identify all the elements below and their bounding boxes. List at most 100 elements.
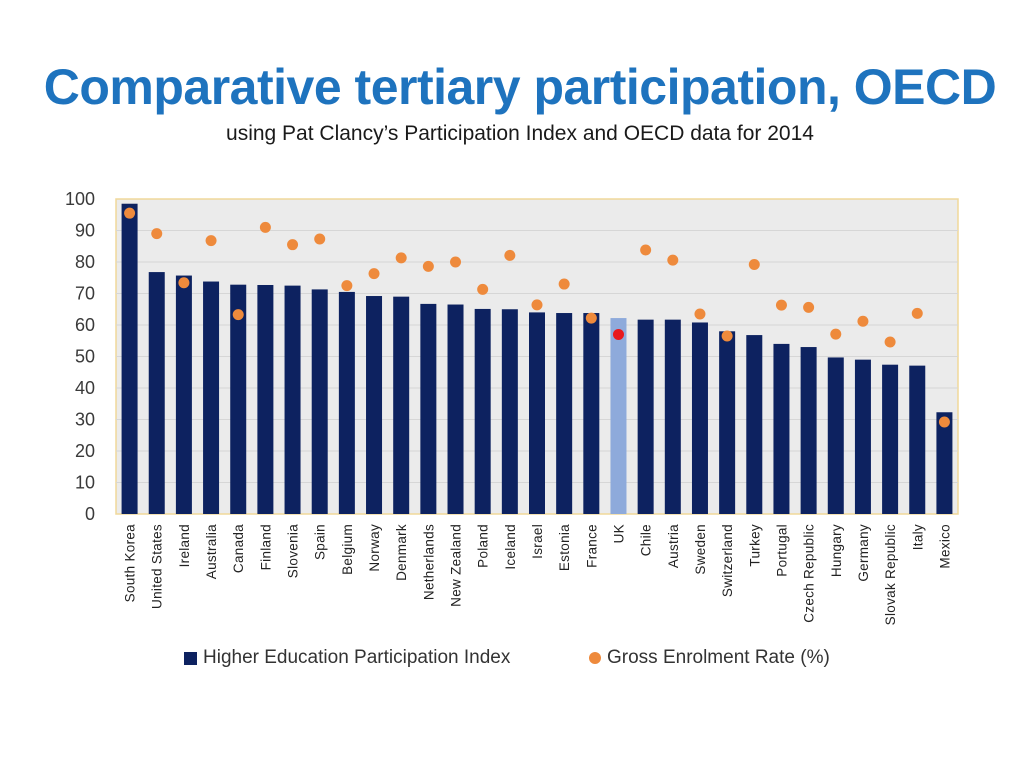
point-austria bbox=[667, 254, 679, 266]
point-finland bbox=[259, 221, 271, 233]
point-estonia bbox=[558, 278, 570, 290]
point-canada bbox=[232, 309, 244, 321]
bar-germany bbox=[854, 359, 871, 514]
x-tick-label: Italy bbox=[910, 524, 925, 550]
y-tick-label: 20 bbox=[75, 441, 95, 461]
point-germany bbox=[857, 315, 869, 327]
x-tick-label: Iceland bbox=[503, 524, 518, 570]
x-tick-label: Hungary bbox=[829, 524, 844, 577]
x-tick-label: Denmark bbox=[394, 524, 409, 581]
bar-iceland bbox=[501, 309, 518, 514]
bar-switzerland bbox=[719, 331, 736, 514]
point-slovenia bbox=[287, 239, 299, 251]
legend-label-index: Higher Education Participation Index bbox=[203, 647, 511, 668]
bar-finland bbox=[257, 284, 274, 514]
bar-chile bbox=[637, 319, 654, 514]
x-tick-label: Austria bbox=[666, 524, 681, 568]
x-tick-label: Mexico bbox=[937, 524, 952, 569]
point-france bbox=[585, 312, 597, 324]
x-tick-label: Canada bbox=[231, 524, 246, 573]
point-united-states bbox=[151, 228, 163, 240]
point-norway bbox=[368, 268, 380, 280]
point-ireland bbox=[178, 277, 190, 289]
bar-united-states bbox=[148, 272, 165, 514]
x-tick-label: Switzerland bbox=[720, 524, 735, 597]
y-tick-label: 70 bbox=[75, 284, 95, 304]
point-slovak-republic bbox=[884, 336, 896, 348]
legend: Higher Education Participation Index Gro… bbox=[0, 647, 1024, 671]
point-sweden bbox=[694, 308, 706, 320]
point-switzerland bbox=[721, 330, 733, 342]
x-tick-label: France bbox=[584, 524, 599, 568]
point-italy bbox=[911, 307, 923, 319]
point-turkey bbox=[748, 259, 760, 271]
point-portugal bbox=[775, 299, 787, 311]
x-tick-label: Estonia bbox=[557, 524, 572, 571]
bar-denmark bbox=[393, 296, 410, 514]
legend-label-rate: Gross Enrolment Rate (%) bbox=[607, 647, 830, 668]
bar-czech-republic bbox=[800, 347, 817, 514]
bar-mexico bbox=[936, 412, 953, 514]
bar-slovak-republic bbox=[882, 364, 899, 514]
point-netherlands bbox=[422, 260, 434, 272]
x-tick-label: New Zealand bbox=[449, 524, 464, 607]
x-tick-label: Ireland bbox=[177, 524, 192, 567]
bar-canada bbox=[230, 284, 247, 514]
bar-poland bbox=[474, 308, 491, 514]
y-tick-label: 10 bbox=[75, 473, 95, 493]
point-denmark bbox=[395, 252, 407, 264]
x-tick-label: Belgium bbox=[340, 524, 355, 575]
x-tick-label: Netherlands bbox=[421, 524, 436, 600]
y-tick-label: 60 bbox=[75, 315, 95, 335]
point-hungary bbox=[830, 328, 842, 340]
x-tick-label: Chile bbox=[639, 524, 654, 556]
x-tick-label: Germany bbox=[856, 524, 871, 582]
x-tick-label: Finland bbox=[258, 524, 273, 570]
bar-estonia bbox=[556, 313, 573, 514]
x-tick-label: Slovak Republic bbox=[883, 524, 898, 625]
point-spain bbox=[314, 233, 326, 245]
bar-norway bbox=[366, 296, 383, 514]
bar-belgium bbox=[338, 291, 355, 514]
y-tick-label: 100 bbox=[65, 189, 95, 209]
x-tick-label: Sweden bbox=[693, 524, 708, 575]
legend-dot-swatch bbox=[589, 652, 601, 664]
point-israel bbox=[531, 299, 543, 311]
point-poland bbox=[477, 283, 489, 295]
bar-austria bbox=[664, 319, 681, 514]
bar-portugal bbox=[773, 343, 790, 514]
bar-uk bbox=[610, 318, 627, 514]
legend-bar-swatch bbox=[184, 651, 197, 665]
x-tick-label: Poland bbox=[476, 524, 491, 568]
point-uk bbox=[612, 328, 624, 340]
bar-hungary bbox=[827, 357, 844, 514]
x-tick-label: Turkey bbox=[747, 524, 762, 567]
chart-subtitle: using Pat Clancy’s Participation Index a… bbox=[226, 122, 814, 145]
chart-title: Comparative tertiary participation, OECD bbox=[43, 59, 997, 115]
x-tick-label: Israel bbox=[530, 524, 545, 559]
bar-france bbox=[583, 313, 600, 514]
x-tick-label: United States bbox=[150, 524, 165, 609]
y-tick-label: 80 bbox=[75, 252, 95, 272]
bar-south-korea bbox=[121, 203, 138, 514]
x-tick-label: Czech Republic bbox=[802, 524, 817, 623]
point-chile bbox=[640, 244, 652, 256]
point-mexico bbox=[938, 416, 950, 428]
point-australia bbox=[205, 235, 217, 247]
x-tick-label: Portugal bbox=[774, 524, 789, 577]
y-tick-label: 40 bbox=[75, 378, 95, 398]
bar-slovenia bbox=[284, 285, 301, 514]
bar-spain bbox=[311, 289, 328, 514]
legend-item-index: Higher Education Participation Index bbox=[184, 647, 510, 669]
y-tick-label: 0 bbox=[85, 504, 95, 524]
x-tick-label: Australia bbox=[204, 524, 219, 579]
y-tick-label: 90 bbox=[75, 221, 95, 241]
bar-ireland bbox=[175, 275, 192, 514]
bar-sweden bbox=[691, 322, 708, 514]
bar-new-zealand bbox=[447, 304, 464, 514]
x-tick-label: UK bbox=[611, 524, 626, 543]
x-tick-label: Norway bbox=[367, 524, 382, 572]
x-tick-label: South Korea bbox=[123, 524, 138, 603]
point-south-korea bbox=[124, 207, 136, 219]
